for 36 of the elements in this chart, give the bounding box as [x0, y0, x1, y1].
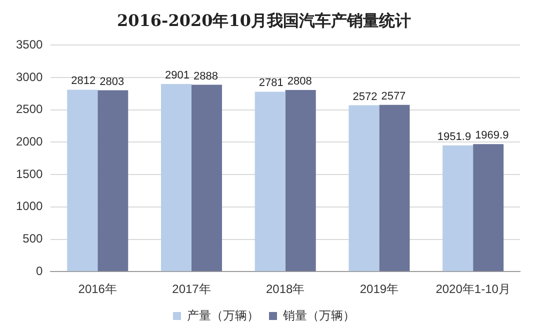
x-tick-label: 2017年	[172, 282, 211, 296]
data-label: 2901	[165, 69, 190, 82]
data-label: 2572	[352, 90, 378, 103]
bar	[473, 144, 504, 272]
data-label: 2808	[287, 75, 312, 88]
bar	[160, 84, 192, 272]
y-tick-label: 2500	[16, 102, 44, 116]
x-tick-label: 2016年	[78, 282, 117, 296]
x-tick-label: 2018年	[266, 282, 305, 296]
bar	[379, 104, 410, 272]
bar	[254, 92, 286, 272]
y-tick-label: 500	[22, 232, 44, 246]
data-label: 1969.9	[475, 130, 509, 142]
x-tick-label: 2020年1-10月	[436, 282, 510, 296]
bar	[191, 84, 222, 272]
chart-title: 2016-2020年10月我国汽车产销量统计	[117, 10, 411, 30]
bar	[348, 105, 380, 272]
y-tick-label: 3000	[16, 70, 44, 84]
y-tick-label: 3500	[16, 38, 44, 52]
data-label: 1951.9	[437, 130, 472, 143]
y-tick-label: 2000	[16, 134, 44, 149]
data-label: 2577	[381, 90, 406, 102]
data-label: 2781	[258, 77, 284, 90]
bar	[98, 90, 128, 272]
data-label: 2888	[193, 70, 218, 82]
data-label: 2803	[100, 76, 124, 88]
legend-label: 销量（万辆）	[282, 308, 355, 322]
y-tick-label: 0	[36, 264, 44, 278]
bar	[67, 90, 98, 272]
legend-label: 产量（万辆）	[187, 308, 259, 322]
bar	[285, 90, 316, 272]
y-tick-label: 1000	[16, 199, 44, 214]
y-tick-label: 1500	[16, 166, 44, 181]
bar	[442, 145, 474, 272]
x-tick-label: 2019年	[360, 282, 399, 296]
data-label: 2812	[71, 75, 96, 88]
